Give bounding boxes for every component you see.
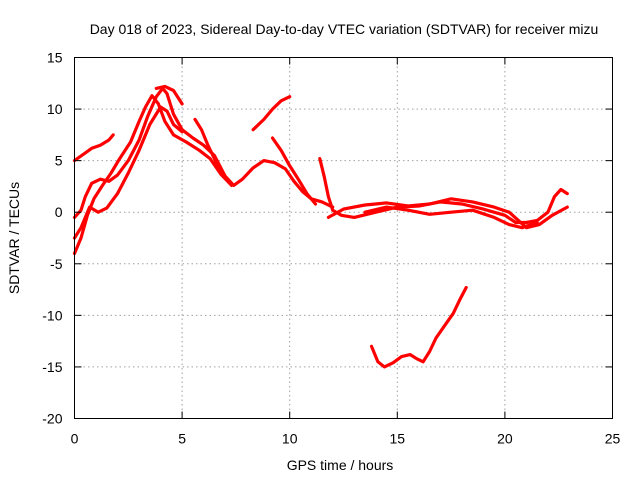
- grid-layer: [74, 57, 613, 419]
- series-layer: [72, 84, 569, 369]
- x-tick-label: 5: [178, 431, 186, 447]
- x-tick-label: 25: [605, 431, 621, 447]
- y-tick-label: 5: [55, 153, 63, 169]
- series-line-track-11: [363, 205, 539, 230]
- series-line-track-6: [193, 117, 231, 183]
- y-tick-label: -15: [42, 359, 62, 375]
- series-line-track-12: [369, 285, 468, 369]
- series-line-track-10: [326, 197, 569, 230]
- x-tick-label: 15: [390, 431, 406, 447]
- y-tick-label: -20: [42, 411, 62, 427]
- series-line-track-8: [270, 136, 318, 206]
- series-line-track-1: [72, 133, 115, 163]
- y-tick-label: -10: [42, 307, 62, 323]
- series-line-track-4: [72, 105, 184, 240]
- x-tick-label: 0: [71, 431, 79, 447]
- x-tick-label: 10: [282, 431, 298, 447]
- tick-layer: [74, 57, 613, 419]
- plot-frame: [74, 57, 613, 419]
- chart-title: Day 018 of 2023, Sidereal Day-to-day VTE…: [90, 21, 599, 37]
- x-tick-label: 20: [497, 431, 513, 447]
- series-line-track-9: [318, 157, 569, 225]
- y-tick-label: 0: [55, 204, 63, 220]
- y-tick-label: 10: [47, 101, 63, 117]
- series-line-track-5: [154, 84, 184, 106]
- tick-label-layer: 0 5 10 15 20 25 15 10 5 0 -5 -10 -15 -20: [42, 50, 620, 447]
- y-axis-label: SDTVAR / TECUs: [6, 182, 22, 294]
- series-line-track-3: [72, 94, 234, 256]
- series-line-track-7: [251, 95, 292, 132]
- y-tick-label: 15: [47, 50, 63, 66]
- x-axis-label: GPS time / hours: [287, 457, 394, 473]
- y-tick-label: -5: [50, 256, 63, 272]
